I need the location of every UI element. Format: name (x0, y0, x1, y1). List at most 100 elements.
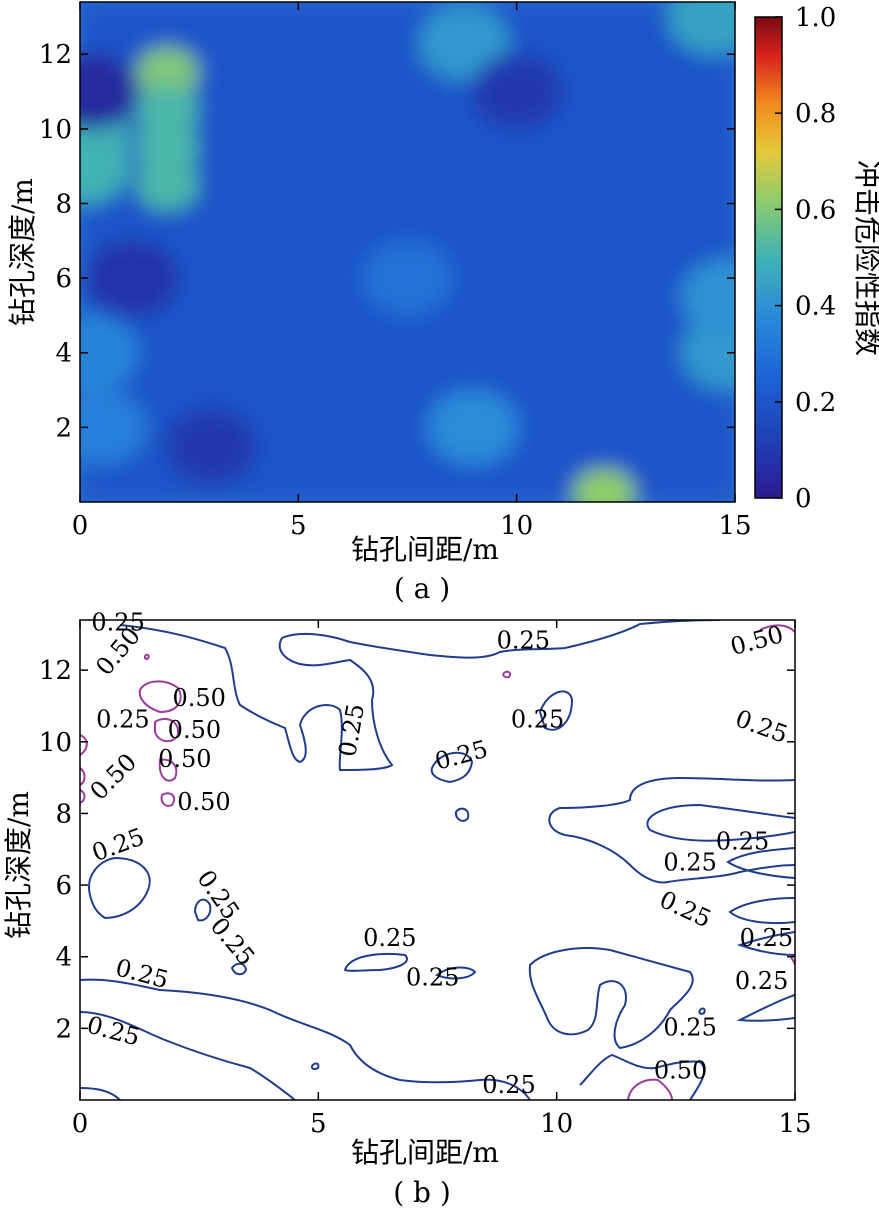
contour-path (160, 792, 176, 807)
contour-path (528, 947, 694, 1050)
contour-label: 0.25 (511, 705, 564, 733)
x-tick-label: 10 (500, 511, 533, 541)
heatmap-cell (572, 468, 636, 502)
y-tick-label: 6 (55, 264, 72, 294)
contour-path (310, 1062, 320, 1071)
contour-path (728, 897, 795, 925)
contour-path (646, 803, 795, 842)
panel-b: 0.250.500.500.25 0.500.500.50 0.500.250.25… (2, 609, 812, 1209)
contour-path (154, 717, 180, 743)
panel-b-ticks: 0 5 10 15 2 4 6 8 10 12 (39, 620, 812, 1139)
contour-label: 0.50 (168, 716, 221, 744)
y-tick-label: 12 (39, 656, 72, 686)
panel-b-xlabel: 钻孔间距/m (351, 1136, 499, 1169)
contour-lines (80, 620, 795, 1100)
panel-b-ylabel: 钻孔深度/m (2, 791, 35, 939)
contour-path (230, 962, 248, 976)
heatmap-cell (667, 2, 735, 55)
contour-path (158, 758, 178, 782)
y-tick-label: 10 (39, 115, 72, 145)
panel-a-ylabel: 钻孔深度/m (6, 178, 39, 326)
contour-path (627, 1078, 673, 1100)
contour-path (430, 752, 474, 784)
contour-path (548, 776, 795, 884)
contour-path (502, 670, 512, 679)
contour-path (80, 1011, 296, 1100)
heatmap-cell (361, 240, 454, 317)
panel-a-ticks: 0 5 10 15 2 4 6 8 10 12 (39, 2, 752, 541)
contour-path (698, 1007, 706, 1015)
contour-path (80, 767, 86, 786)
contour-level-0.25 (80, 620, 795, 1100)
contour-label: 0.25 (363, 924, 416, 952)
y-tick-label: 12 (39, 40, 72, 70)
y-tick-label: 2 (55, 1014, 72, 1044)
panel-a-frame (79, 1, 736, 503)
contour-label: 0.50 (177, 788, 230, 816)
contour-label: 0.25 (663, 1014, 716, 1042)
contour-label: 0.25 (91, 609, 144, 637)
contour-path (435, 966, 477, 980)
contour-path (736, 994, 795, 1022)
contour-path (80, 789, 86, 804)
contour-label: 0.50 (158, 745, 211, 773)
x-tick-label: 10 (540, 1109, 573, 1139)
heatmap-field (80, 2, 735, 502)
contour-labels: 0.250.500.500.25 0.500.500.50 0.500.250.25… (84, 609, 793, 1099)
colorbar-tick-label: 0.6 (795, 195, 836, 225)
contour-path (343, 952, 408, 972)
heatmap-cell (165, 408, 257, 485)
contour-label: 0.25 (663, 849, 716, 877)
heatmap-cell (418, 5, 510, 82)
colorbar-gradient (754, 16, 783, 499)
colorbar-tick-label: 0 (795, 484, 812, 514)
x-tick-label: 5 (290, 511, 307, 541)
x-tick-label: 5 (310, 1109, 327, 1139)
contour-path (80, 1087, 121, 1100)
contour-path (138, 680, 182, 714)
colorbar-label: 冲击危险性指数 (851, 160, 879, 356)
heatmap-cell (80, 389, 148, 466)
x-tick-label: 15 (778, 1109, 811, 1139)
contour-label: 0.25 (716, 827, 769, 855)
contour-path (759, 624, 795, 633)
colorbar-tick-label: 0.8 (795, 99, 836, 129)
contour-path (579, 1053, 706, 1100)
contour-path (80, 978, 531, 1100)
contour-path (726, 847, 795, 879)
panel-b-background (80, 620, 795, 1100)
contour-path (193, 898, 212, 922)
contour-path (88, 856, 151, 920)
colorbar-ticks: 0 0.2 0.4 0.6 0.8 1.0 (775, 3, 836, 514)
colorbar-tick-label: 0.4 (795, 292, 836, 322)
colorbar-tick-label: 0.2 (795, 388, 836, 418)
panel-b-frame (79, 619, 796, 1101)
y-tick-label: 4 (55, 943, 72, 973)
heatmap-cell (136, 121, 199, 174)
heatmap-cell (80, 128, 130, 205)
x-tick-label: 0 (72, 511, 89, 541)
contour-label: 0.50 (654, 1057, 707, 1085)
heatmap-cell (136, 84, 199, 137)
y-tick-label: 10 (39, 728, 72, 758)
contour-label: 0.25 (497, 627, 550, 655)
panel-a-xlabel: 钻孔间距/m (351, 533, 499, 566)
contour-path (80, 734, 88, 756)
contour-path (143, 653, 150, 661)
contour-label: 0.50 (172, 684, 225, 712)
heatmap-cell (136, 46, 199, 99)
heatmap-cell (136, 158, 199, 211)
y-tick-label: 6 (55, 871, 72, 901)
contour-path (736, 931, 795, 956)
contour-label: 0.25 (96, 705, 149, 733)
panel-a-caption: ( a ) (394, 572, 450, 605)
contour-path (119, 620, 721, 772)
panel-b-caption: ( b ) (393, 1176, 451, 1209)
contour-label: 0.25 (740, 924, 793, 952)
y-tick-label: 2 (55, 413, 72, 443)
x-tick-label: 15 (718, 511, 751, 541)
contour-label: 0.25 (482, 1071, 535, 1099)
contour-level-0.50 (80, 624, 795, 1100)
